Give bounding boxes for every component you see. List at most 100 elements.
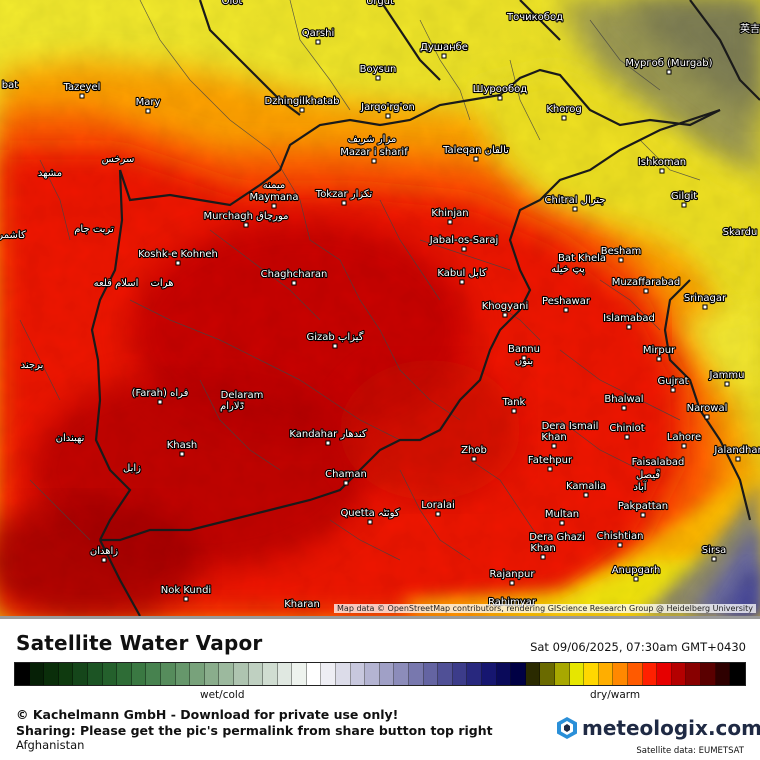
city-name: مشهد bbox=[38, 168, 62, 179]
city-marker: Chaman bbox=[324, 468, 368, 486]
city-marker: Мургоб (Murgab) bbox=[624, 57, 714, 75]
map-attribution: Map data © OpenStreetMap contributors, r… bbox=[334, 604, 756, 613]
city-marker: Bat Khela bbox=[557, 252, 607, 265]
city-name: Lahore bbox=[667, 432, 701, 443]
city-marker: Fatehpur bbox=[527, 454, 574, 472]
scale-swatch bbox=[627, 663, 643, 685]
city-name: نهبندان bbox=[56, 433, 85, 444]
city-marker: Koshk-e Kohneh bbox=[137, 248, 219, 266]
city-marker: Bannu bbox=[507, 343, 541, 361]
city-name: Chitral جترال bbox=[545, 195, 606, 206]
city-dot bbox=[145, 108, 151, 114]
scale-swatch bbox=[190, 663, 205, 685]
city-marker: Kamalia bbox=[565, 480, 607, 498]
scale-swatch bbox=[525, 663, 541, 685]
city-dot bbox=[521, 355, 527, 361]
city-name: پټ خیله bbox=[551, 264, 585, 275]
city-name: Kamalia bbox=[566, 481, 606, 492]
city-marker: Besham bbox=[600, 245, 642, 263]
city-dot bbox=[471, 456, 477, 462]
city-dot bbox=[157, 399, 163, 405]
city-name: فیصل bbox=[636, 470, 660, 481]
city-marker: Delaram bbox=[220, 389, 264, 407]
city-name: سرخس bbox=[102, 154, 135, 165]
city-name: Urgut bbox=[366, 0, 394, 7]
city-dot bbox=[618, 257, 624, 263]
city-dot bbox=[511, 408, 517, 414]
scale-swatch bbox=[321, 663, 337, 685]
city-marker: bat bbox=[1, 79, 20, 92]
city-marker: Шурообод bbox=[472, 83, 528, 101]
scale-swatch bbox=[102, 663, 118, 685]
city-marker: Kabul کابل bbox=[436, 267, 488, 285]
city-marker: Dera Ghazi bbox=[528, 531, 586, 544]
city-name: Jammu bbox=[709, 370, 745, 381]
city-marker: زابل bbox=[122, 462, 142, 475]
city-dot bbox=[291, 280, 297, 286]
city-labels: Qarshi Душанбе Точикобод Boysun Tazeyel Mary D… bbox=[0, 0, 760, 611]
city-dot bbox=[704, 414, 710, 420]
city-marker: Pakpattan bbox=[617, 500, 669, 518]
city-name: مزار شریف bbox=[348, 134, 397, 145]
city-marker: Mary bbox=[135, 96, 162, 114]
city-dot bbox=[447, 219, 453, 225]
province-boundaries bbox=[19, 0, 701, 561]
city-name: Quetta کوئٹہ bbox=[340, 508, 399, 519]
city-dot bbox=[371, 158, 377, 164]
city-marker: Nok Kundi bbox=[160, 584, 212, 602]
city-dot bbox=[624, 434, 630, 440]
city-marker: Islamabad bbox=[602, 312, 656, 330]
city-name: Loralai bbox=[421, 500, 454, 511]
city-marker: Narowal bbox=[686, 402, 728, 420]
city-name: Dera Ghazi bbox=[529, 532, 585, 543]
scale-swatch bbox=[29, 663, 45, 685]
scale-swatch bbox=[584, 663, 599, 685]
city-dot bbox=[540, 554, 546, 560]
city-marker: Qarshi bbox=[301, 27, 335, 45]
city-name: Точикобод bbox=[506, 12, 563, 23]
scale-swatch bbox=[700, 663, 716, 685]
city-marker: زاهدان bbox=[89, 545, 119, 563]
scale-swatch bbox=[511, 663, 526, 685]
city-marker: 英吉 bbox=[739, 21, 760, 36]
city-dot bbox=[179, 451, 185, 457]
city-name: Khan bbox=[530, 543, 555, 554]
city-marker: مشهد bbox=[37, 167, 63, 180]
city-marker: مزار شریف bbox=[347, 133, 398, 146]
city-marker: Khash bbox=[166, 439, 198, 457]
city-dot bbox=[79, 93, 85, 99]
product-title: Satellite Water Vapor bbox=[16, 631, 263, 655]
city-name: Pakpattan bbox=[618, 501, 668, 512]
city-dot bbox=[724, 381, 730, 387]
satellite-source: Satellite data: EUMETSAT bbox=[636, 746, 744, 756]
city-dot bbox=[583, 492, 589, 498]
city-name: Jalandhar bbox=[713, 445, 760, 456]
city-name: Gilgit bbox=[671, 191, 697, 202]
scale-swatch bbox=[496, 663, 512, 685]
city-dot bbox=[101, 557, 107, 563]
city-name: Multan bbox=[545, 509, 579, 520]
city-name: Chiniot bbox=[609, 423, 644, 434]
scale-swatch bbox=[423, 663, 439, 685]
scale-swatch bbox=[44, 663, 59, 685]
region-name: Afghanistan bbox=[16, 738, 85, 752]
scale-swatch bbox=[657, 663, 672, 685]
city-dot bbox=[509, 580, 515, 586]
city-dot bbox=[183, 596, 189, 602]
city-dot bbox=[175, 260, 181, 266]
city-name: Tokzar تکزار bbox=[315, 189, 373, 200]
scale-swatch bbox=[730, 663, 745, 685]
city-name: زابل bbox=[123, 463, 141, 474]
city-marker: Khogyani bbox=[481, 300, 529, 318]
city-dot bbox=[497, 95, 503, 101]
meteologix-logo[interactable]: meteologix.com bbox=[556, 716, 760, 740]
color-scale-bar bbox=[14, 662, 746, 686]
city-dot bbox=[561, 115, 567, 121]
satellite-water-vapor-map[interactable]: Qarshi Душанбе Точикобод Boysun Tazeyel Mary D… bbox=[0, 0, 760, 616]
scale-swatch bbox=[15, 663, 30, 685]
city-name: Delaram bbox=[221, 390, 264, 401]
sharing-notice: Sharing: Please get the pic's permalink … bbox=[16, 723, 493, 738]
city-marker: Khan bbox=[540, 431, 568, 449]
city-dot bbox=[459, 279, 465, 285]
city-dot bbox=[473, 156, 479, 162]
